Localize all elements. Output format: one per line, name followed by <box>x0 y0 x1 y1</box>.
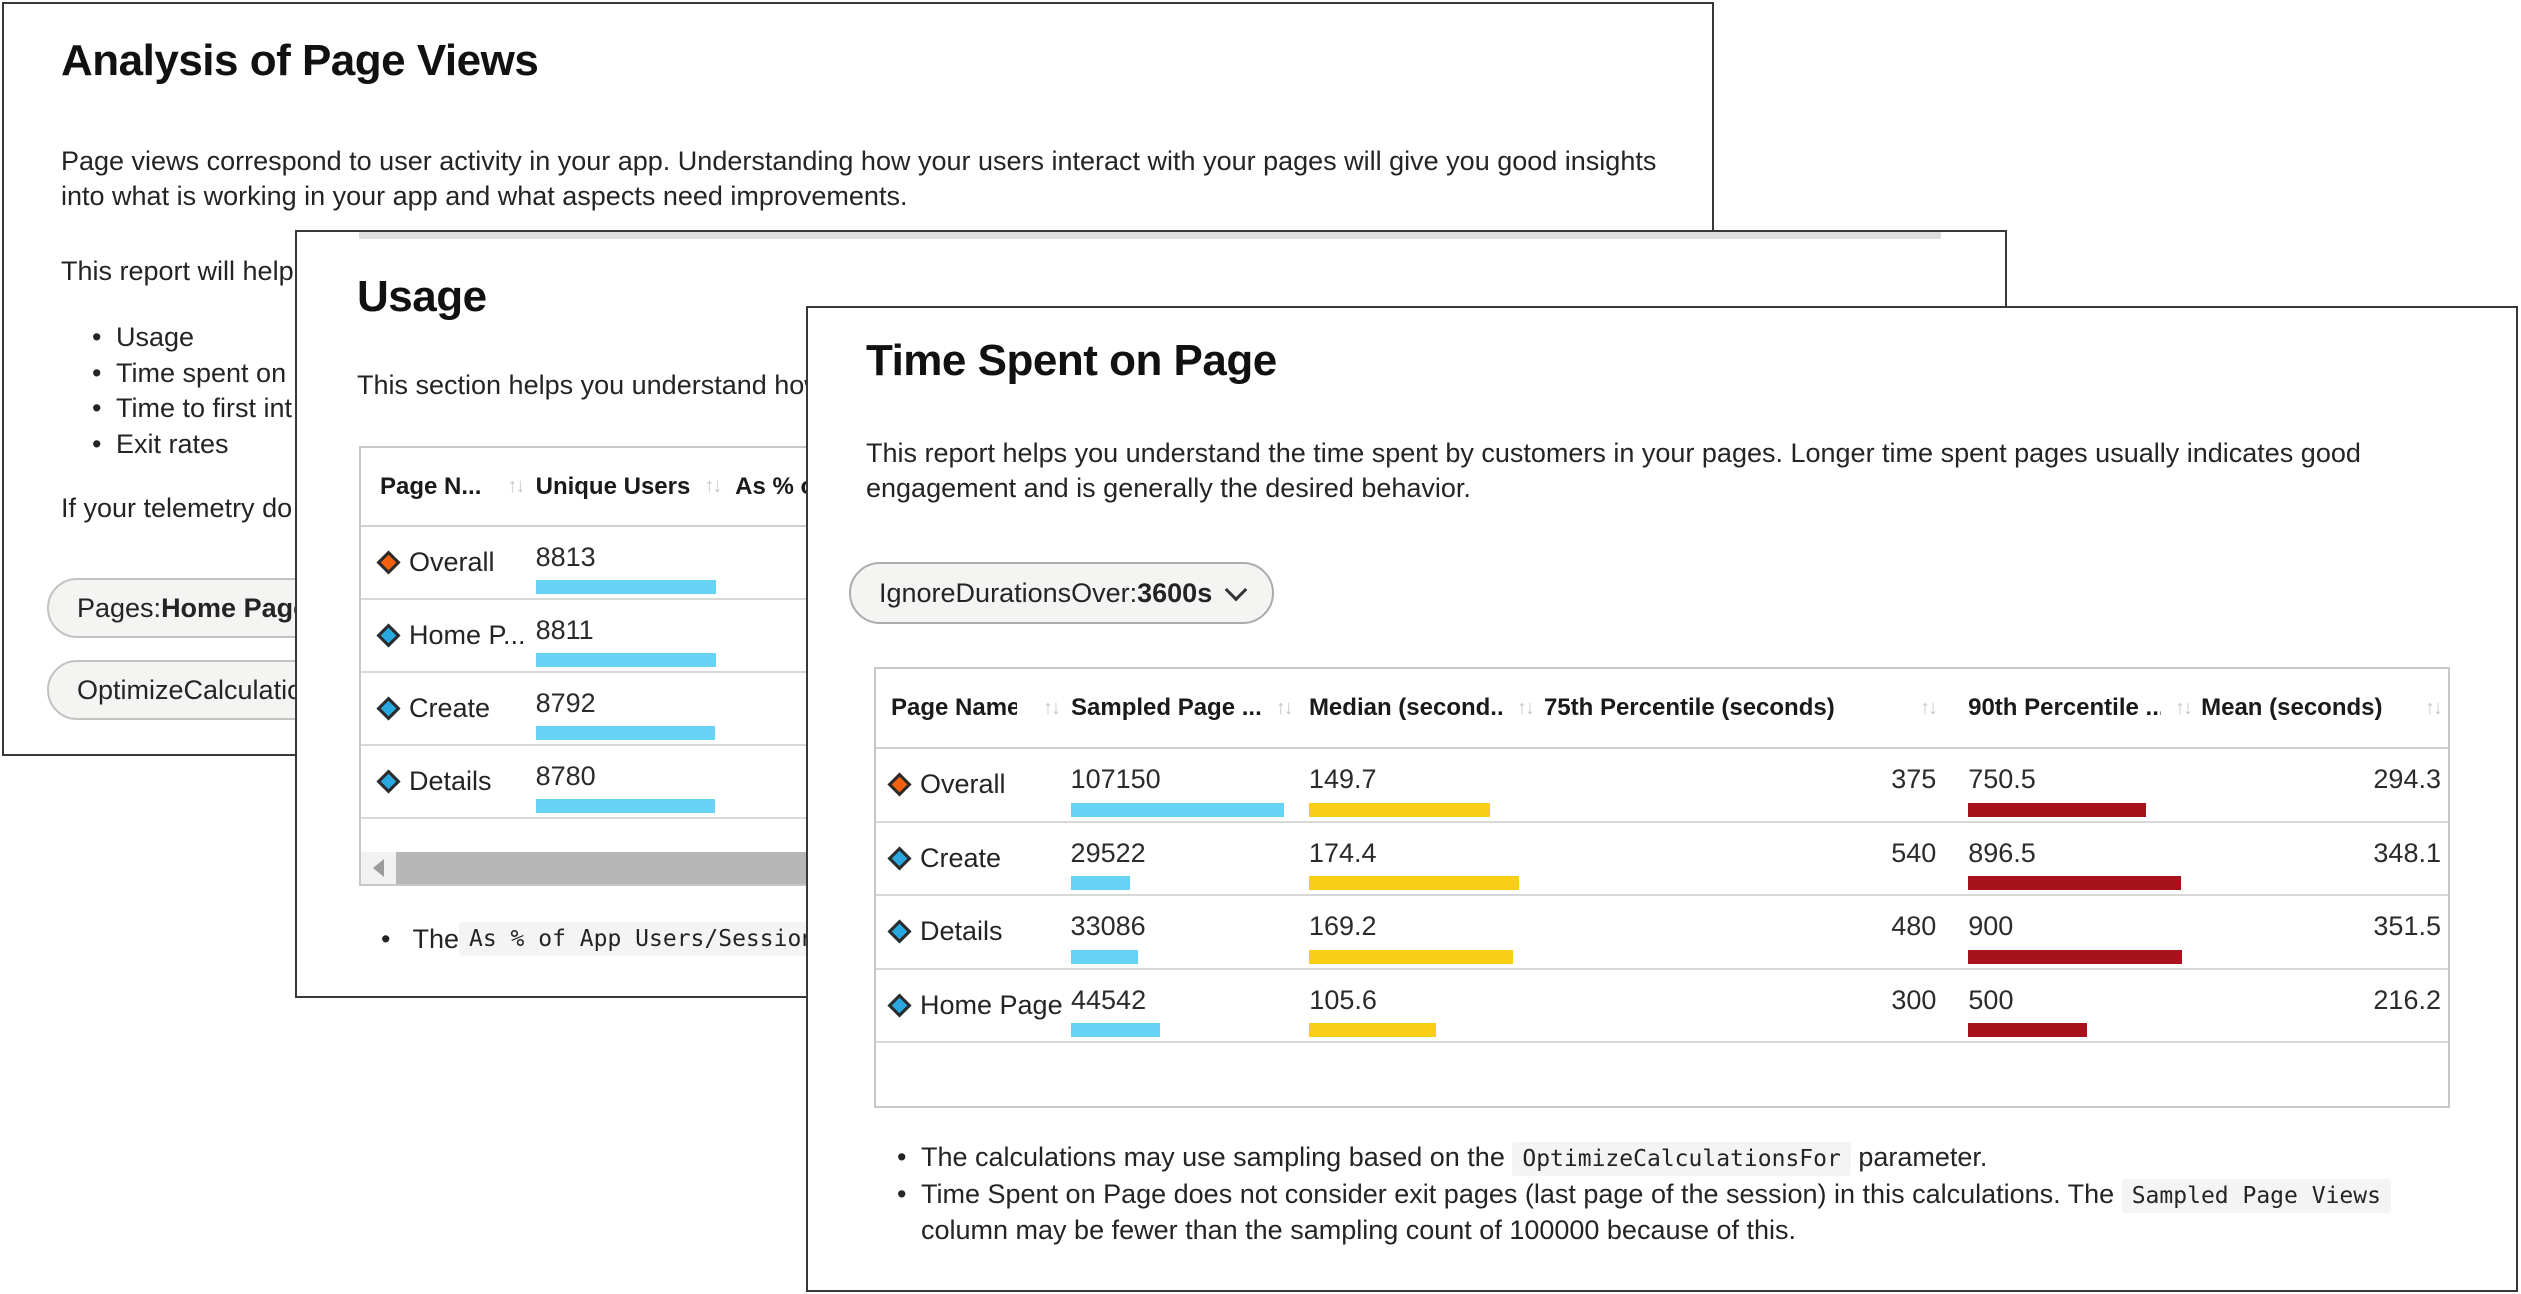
scroll-left-button[interactable] <box>361 852 396 884</box>
report-intro-text: This report will help <box>61 256 294 286</box>
value-bar <box>1308 876 1519 890</box>
pill-label: OptimizeCalculations <box>77 674 331 705</box>
code-span: OptimizeCalculationsFor <box>1512 1142 1851 1176</box>
section-intro: This report helps you understand the tim… <box>866 436 2361 505</box>
section-title: Usage <box>357 272 487 321</box>
table-header-row: Page Name ↑↓ Sampled Page ... ↑↓ Median … <box>876 669 2448 749</box>
value-bar <box>1071 1023 1160 1037</box>
value-bar <box>1070 802 1284 817</box>
table-row[interactable]: Home Page 44542 105.6 300 500 216.2 <box>876 970 2448 1043</box>
table-row[interactable]: Details 33086 169.2 480 900 351.5 <box>876 896 2448 970</box>
value-bar <box>1309 1023 1437 1037</box>
page-title: Analysis of Page Views <box>61 36 539 85</box>
report-topics-list: Usage Time spent on p Time to first int … <box>92 320 309 463</box>
value-bar <box>1968 802 2147 817</box>
value-bar <box>535 580 716 594</box>
value-bar <box>535 653 716 667</box>
divider-strip <box>359 232 1941 239</box>
footnote: Time Spent on Page does not consider exi… <box>892 1177 2448 1248</box>
pill-value: 3600s <box>1137 577 1213 608</box>
ignore-durations-dropdown[interactable]: IgnoreDurationsOver: 3600s <box>849 562 1275 624</box>
sort-icon[interactable]: ↑↓ <box>1920 696 1938 719</box>
sort-icon[interactable]: ↑↓ <box>2175 696 2193 719</box>
sort-icon[interactable]: ↑↓ <box>1275 696 1294 719</box>
diamond-icon <box>376 623 401 648</box>
value-bar <box>1968 949 2183 964</box>
section-title: Time Spent on Page <box>866 336 1277 385</box>
intro-paragraph: Page views correspond to user activity i… <box>61 144 1656 214</box>
list-item: Time spent on p <box>92 356 309 392</box>
column-header-sampled[interactable]: Sampled Page ... ↑↓ <box>1071 694 1294 721</box>
value-bar <box>1968 1023 2088 1037</box>
scroll-left-arrow-icon <box>373 859 384 877</box>
footnotes-list: The calculations may use sampling based … <box>892 1140 2448 1248</box>
pill-label: IgnoreDurationsOver: <box>879 577 1138 608</box>
table-row[interactable]: Create 29522 174.4 540 896.5 348.1 <box>876 823 2448 896</box>
chevron-down-icon <box>1224 578 1248 602</box>
column-header-mean[interactable]: Mean (seconds) ↑↓ <box>2201 694 2443 721</box>
diamond-icon <box>376 550 401 575</box>
diamond-icon <box>376 769 401 794</box>
pill-label: Pages: <box>77 592 162 623</box>
value-bar <box>1070 949 1138 964</box>
value-bar <box>1070 876 1130 890</box>
paragraph-line: Page views correspond to user activity i… <box>61 146 1657 176</box>
list-item: Time to first int <box>92 391 309 427</box>
sort-icon[interactable]: ↑↓ <box>1516 696 1535 719</box>
sort-icon[interactable]: ↑↓ <box>704 475 722 497</box>
value-bar <box>535 726 715 740</box>
diamond-icon <box>887 993 912 1018</box>
diamond-icon <box>887 772 912 797</box>
column-header-page-name[interactable]: Page Name ↑↓ <box>891 694 1061 721</box>
value-bar <box>1308 802 1490 817</box>
paragraph-line: engagement and is generally the desired … <box>866 472 1471 503</box>
list-item: Exit rates <box>92 427 309 463</box>
column-header-page-name[interactable]: Page N... ↑↓ <box>380 472 525 500</box>
telemetry-note: If your telemetry do <box>61 493 293 523</box>
sort-icon[interactable]: ↑↓ <box>507 475 525 497</box>
paragraph-line: into what is working in your app and wha… <box>61 181 908 211</box>
diamond-icon <box>376 696 401 721</box>
empty-table-row <box>876 1043 2448 1106</box>
diamond-icon <box>887 846 912 871</box>
column-header-90th[interactable]: 90th Percentile ... ↑↓ <box>1968 694 2193 721</box>
value-bar <box>1968 876 2182 890</box>
time-spent-table: Page Name ↑↓ Sampled Page ... ↑↓ Median … <box>874 667 2450 1108</box>
paragraph-line: This report helps you understand the tim… <box>866 438 2361 468</box>
value-bar <box>535 799 715 813</box>
column-header-75th[interactable]: 75th Percentile (seconds) ↑↓ <box>1543 694 1938 721</box>
code-span: Sampled Page Views <box>2121 1178 2391 1213</box>
sort-icon[interactable]: ↑↓ <box>2425 696 2443 719</box>
footnote: The calculations may use sampling based … <box>892 1140 2448 1177</box>
window-time-spent-on-page: Time Spent on Page This report helps you… <box>806 306 2518 1292</box>
diamond-icon <box>887 919 912 944</box>
column-header-median[interactable]: Median (second... ↑↓ <box>1308 694 1535 721</box>
section-intro: This section helps you understand how <box>357 370 824 400</box>
list-item: Usage <box>92 320 309 356</box>
sort-icon[interactable]: ↑↓ <box>1043 696 1061 719</box>
column-header-unique-users[interactable]: Unique Users ↑↓ <box>535 472 723 500</box>
value-bar <box>1308 949 1513 964</box>
table-row[interactable]: Overall 107150 149.7 375 750.5 294.3 <box>876 749 2448 823</box>
